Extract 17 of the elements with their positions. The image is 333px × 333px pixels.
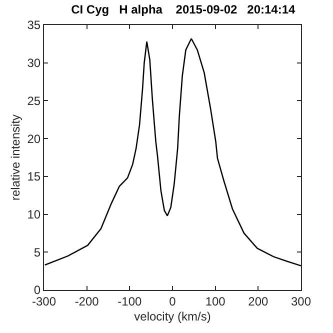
y-tick-label: 20 xyxy=(27,132,41,146)
y-tick-label: 10 xyxy=(27,207,41,222)
y-tick-label: 5 xyxy=(34,245,41,260)
y-tick-label: 15 xyxy=(27,170,41,184)
y-tick-label: 25 xyxy=(27,94,41,108)
chart-title: CI Cyg H alpha 2015-09-02 20:14:14 xyxy=(71,2,296,16)
y-axis-title: relative intensity xyxy=(8,114,23,201)
y-tick-label: 35 xyxy=(27,18,41,32)
x-tick-label: -200 xyxy=(74,294,100,308)
x-tick-label: 300 xyxy=(290,294,312,308)
x-tick-label: 200 xyxy=(248,294,268,308)
x-tick-label: 0 xyxy=(169,294,176,308)
x-axis-title: velocity (km/s) xyxy=(134,309,211,324)
line-series xyxy=(44,38,301,266)
y-tick-label: 30 xyxy=(27,56,41,70)
x-tick-label: -100 xyxy=(118,294,142,308)
x-tick-label: 100 xyxy=(205,294,226,308)
